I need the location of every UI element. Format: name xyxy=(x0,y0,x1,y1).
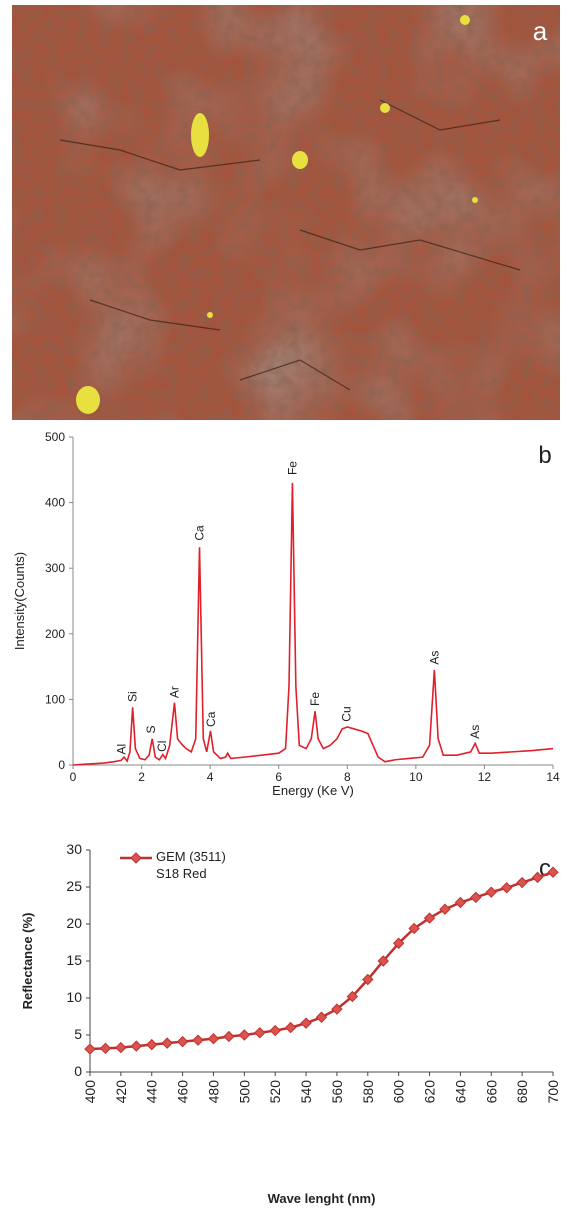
x-tick-label: 420 xyxy=(113,1080,129,1104)
x-tick-label: 460 xyxy=(175,1080,191,1104)
marker xyxy=(193,1035,203,1045)
marker xyxy=(286,1023,296,1033)
photo-texture xyxy=(12,5,560,420)
y-tick-label: 30 xyxy=(66,841,82,857)
y-tick-label: 0 xyxy=(58,758,65,772)
peak-label: Si xyxy=(126,691,140,702)
marker xyxy=(255,1028,265,1038)
y-tick-label: 200 xyxy=(45,627,65,641)
marker xyxy=(116,1043,126,1053)
x-tick-label: 10 xyxy=(409,770,423,784)
x-tick-label: 440 xyxy=(144,1080,160,1104)
y-tick-label: 400 xyxy=(45,496,65,510)
photo: a xyxy=(12,5,560,420)
x-tick-label: 560 xyxy=(329,1080,345,1104)
peak-label: S xyxy=(144,725,158,733)
legend-marker xyxy=(131,853,141,863)
x-tick-label: 600 xyxy=(391,1080,407,1104)
y-tick-label: 0 xyxy=(74,1063,82,1079)
peak-label: Ca xyxy=(193,525,207,541)
legend-text: GEM (3511) S18 Red xyxy=(156,848,238,882)
x-axis-title: Energy (Ke V) xyxy=(272,783,354,798)
marker xyxy=(471,892,481,902)
x-tick-label: 580 xyxy=(360,1080,376,1104)
marker xyxy=(517,878,527,888)
y-axis-title: Intensity(Counts) xyxy=(12,552,27,650)
marker xyxy=(100,1043,110,1053)
y-tick-label: 25 xyxy=(66,878,82,894)
y-tick-label: 20 xyxy=(66,915,82,931)
peak-label: Al xyxy=(115,744,129,755)
marker xyxy=(486,887,496,897)
series-line xyxy=(73,483,553,765)
marker xyxy=(147,1040,157,1050)
x-tick-label: 14 xyxy=(546,770,560,784)
x-tick-label: 500 xyxy=(236,1080,252,1104)
x-axis-title: Wave lenght (nm) xyxy=(268,1191,376,1206)
x-tick-label: 6 xyxy=(275,770,282,784)
peak-label: As xyxy=(427,651,441,665)
peak-label: Fe xyxy=(308,692,322,706)
peak-label: Ca xyxy=(204,711,218,727)
x-tick-label: 0 xyxy=(70,770,77,784)
y-tick-label: 100 xyxy=(45,692,65,706)
marker xyxy=(440,904,450,914)
y-tick-label: 5 xyxy=(74,1026,82,1042)
marker xyxy=(224,1031,234,1041)
x-tick-label: 680 xyxy=(514,1080,530,1104)
x-tick-label: 640 xyxy=(452,1080,468,1104)
x-tick-label: 540 xyxy=(298,1080,314,1104)
x-tick-label: 700 xyxy=(545,1080,561,1104)
marker xyxy=(178,1037,188,1047)
panel-label: a xyxy=(533,16,548,46)
peak-label: Cl xyxy=(155,741,169,752)
x-tick-label: 520 xyxy=(267,1080,283,1104)
x-tick-label: 400 xyxy=(82,1080,98,1104)
marker xyxy=(131,1041,141,1051)
x-tick-label: 8 xyxy=(344,770,351,784)
marker xyxy=(270,1026,280,1036)
x-tick-label: 480 xyxy=(205,1080,221,1104)
marker xyxy=(317,1012,327,1022)
marker xyxy=(502,883,512,893)
marker xyxy=(239,1030,249,1040)
peak-label: Fe xyxy=(285,461,299,475)
marker xyxy=(455,898,465,908)
x-tick-label: 2 xyxy=(138,770,145,784)
x-tick-label: 4 xyxy=(207,770,214,784)
page: a 010020030040050002468101214Energy (Ke … xyxy=(0,0,565,1215)
marker xyxy=(162,1038,172,1048)
peak-label: Ar xyxy=(167,686,181,698)
y-tick-label: 300 xyxy=(45,561,65,575)
x-tick-label: 660 xyxy=(483,1080,499,1104)
peak-label: As xyxy=(468,725,482,739)
y-tick-label: 10 xyxy=(66,989,82,1005)
y-tick-label: 15 xyxy=(66,952,82,968)
x-tick-label: 12 xyxy=(478,770,492,784)
peak-label: Cu xyxy=(340,706,354,721)
marker xyxy=(85,1044,95,1054)
figure: a 010020030040050002468101214Energy (Ke … xyxy=(0,0,565,1215)
panel-label: b xyxy=(538,442,551,469)
x-tick-label: 620 xyxy=(422,1080,438,1104)
marker xyxy=(208,1034,218,1044)
marker xyxy=(301,1018,311,1028)
y-tick-label: 500 xyxy=(45,430,65,444)
y-axis-title: Reflectance (%) xyxy=(20,913,35,1010)
